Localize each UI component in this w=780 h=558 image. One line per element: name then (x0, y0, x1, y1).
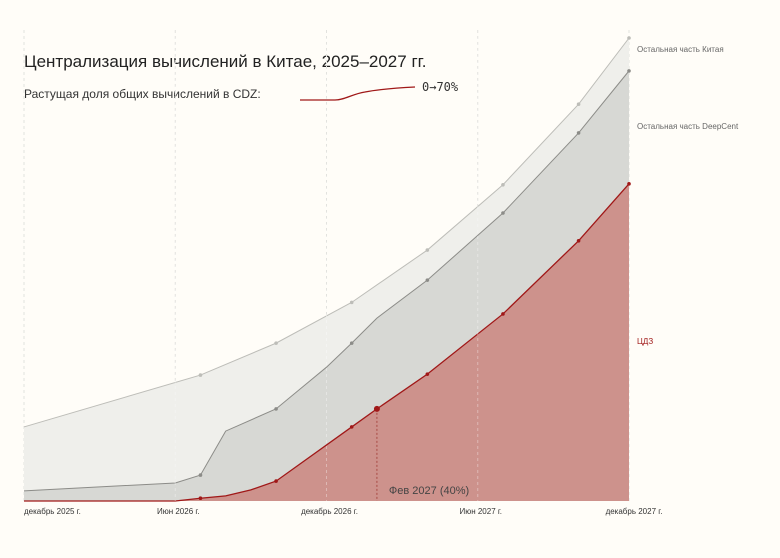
series-line-2 (24, 183, 630, 502)
series-label: Остальная часть Китая (637, 45, 724, 54)
sparkline-label: 0→70% (422, 80, 459, 94)
data-point (349, 300, 354, 305)
sparkline (300, 86, 416, 101)
series-label: Остальная часть DeepCent (637, 122, 739, 131)
annotation-point (373, 405, 380, 412)
chart-subtitle: Растущая доля общих вычислений в CDZ: (24, 87, 261, 101)
data-point (198, 496, 203, 501)
series-label: ЦДЗ (637, 337, 653, 346)
x-tick-label: Июн 2027 г. (459, 507, 502, 516)
data-point (198, 473, 203, 477)
data-point (349, 341, 354, 345)
data-point (425, 278, 430, 282)
x-tick-label: декабрь 2025 г. (24, 507, 81, 516)
data-point (274, 479, 278, 483)
data-point (627, 69, 631, 73)
series-line-1 (23, 70, 630, 492)
data-point (274, 341, 278, 345)
annotation-label: Фев 2027 (40%) (389, 485, 469, 497)
area-2 (24, 183, 629, 501)
data-point (501, 211, 505, 215)
data-point (425, 372, 430, 376)
x-tick-label: декабрь 2027 г. (606, 507, 663, 516)
data-point (576, 131, 581, 135)
data-point (576, 238, 581, 243)
data-point (274, 407, 278, 411)
data-point (425, 248, 430, 252)
x-tick-label: декабрь 2026 г. (301, 507, 358, 516)
data-point (198, 373, 203, 377)
data-point (627, 182, 631, 186)
data-point (627, 36, 631, 40)
data-point (576, 102, 581, 107)
data-point (501, 182, 505, 187)
data-point (349, 425, 354, 429)
data-point (501, 312, 505, 316)
series-line-0 (23, 37, 630, 428)
x-tick-label: Июн 2026 г. (157, 507, 200, 516)
chart-title: Централизация вычислений в Китае, 2025–2… (24, 52, 427, 71)
